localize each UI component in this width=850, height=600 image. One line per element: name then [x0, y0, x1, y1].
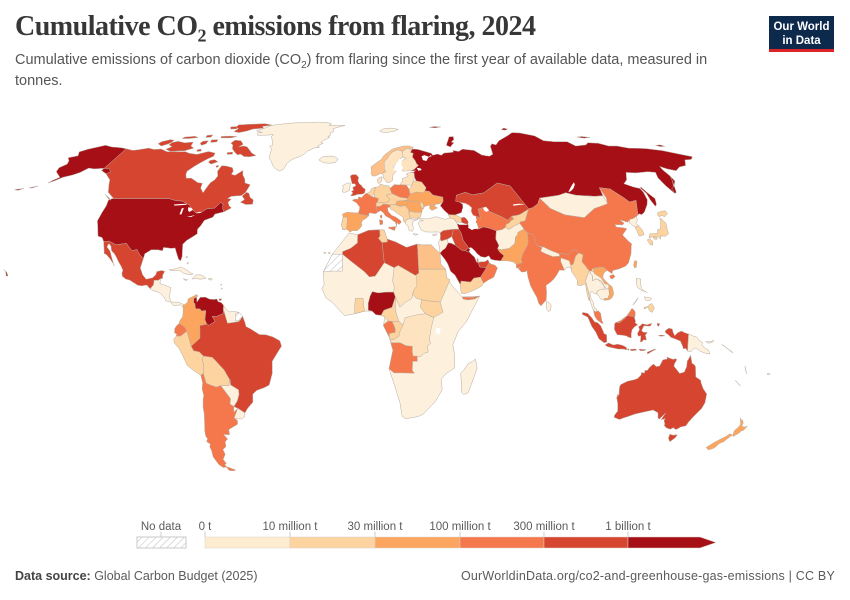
- svg-text:1 billion t: 1 billion t: [605, 521, 651, 533]
- svg-text:0 t: 0 t: [199, 521, 213, 533]
- svg-text:300 million t: 300 million t: [513, 521, 575, 533]
- svg-text:100 million t: 100 million t: [429, 521, 491, 533]
- svg-text:30 million t: 30 million t: [348, 521, 404, 533]
- svg-text:10 million t: 10 million t: [263, 521, 319, 533]
- svg-text:No data: No data: [141, 521, 182, 533]
